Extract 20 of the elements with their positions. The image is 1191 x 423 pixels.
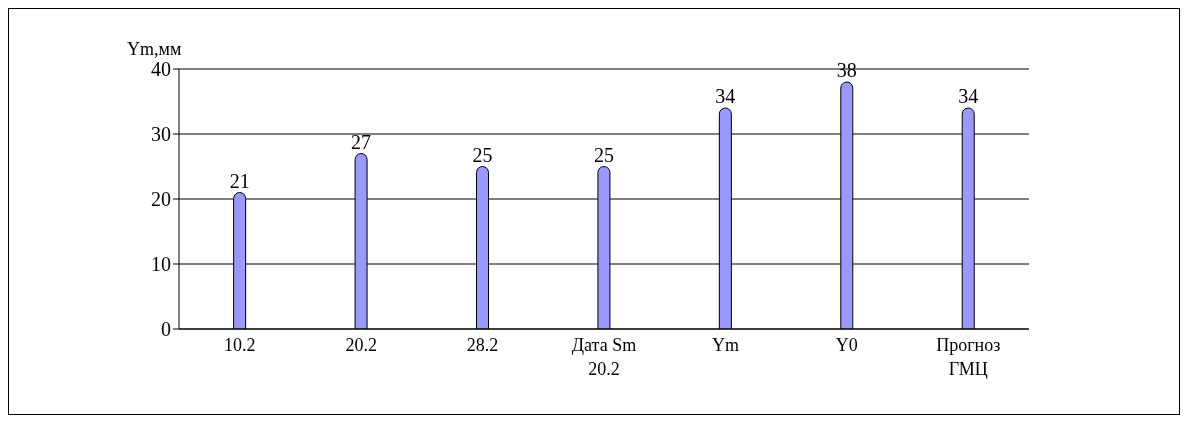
data-label: 34 xyxy=(715,85,736,107)
y-axis-title: Ym,мм xyxy=(127,39,182,60)
y-tick-label: 30 xyxy=(151,123,171,146)
x-tick-label: Ym xyxy=(711,335,739,355)
x-tick-label: 10.2 xyxy=(223,335,256,355)
x-tick-label: Дата Sm 20.2 xyxy=(571,335,637,379)
data-label: 34 xyxy=(958,85,979,107)
data-label: 25 xyxy=(472,143,493,166)
data-label: 38 xyxy=(836,59,857,81)
y-tick-label: 0 xyxy=(161,318,171,341)
data-label: 27 xyxy=(351,130,372,153)
x-tick-label: Y0 xyxy=(835,335,858,355)
data-label: 25 xyxy=(593,143,614,166)
y-tick-label: 10 xyxy=(151,253,171,276)
x-tick-label: 28.2 xyxy=(466,335,499,355)
data-label: 21 xyxy=(229,169,250,192)
x-tick-label: 20.2 xyxy=(345,335,377,355)
y-tick-label: 20 xyxy=(151,188,171,211)
y-tick-label: 40 xyxy=(151,58,171,81)
x-tick-label: Прогноз ГМЦ xyxy=(936,335,1001,379)
